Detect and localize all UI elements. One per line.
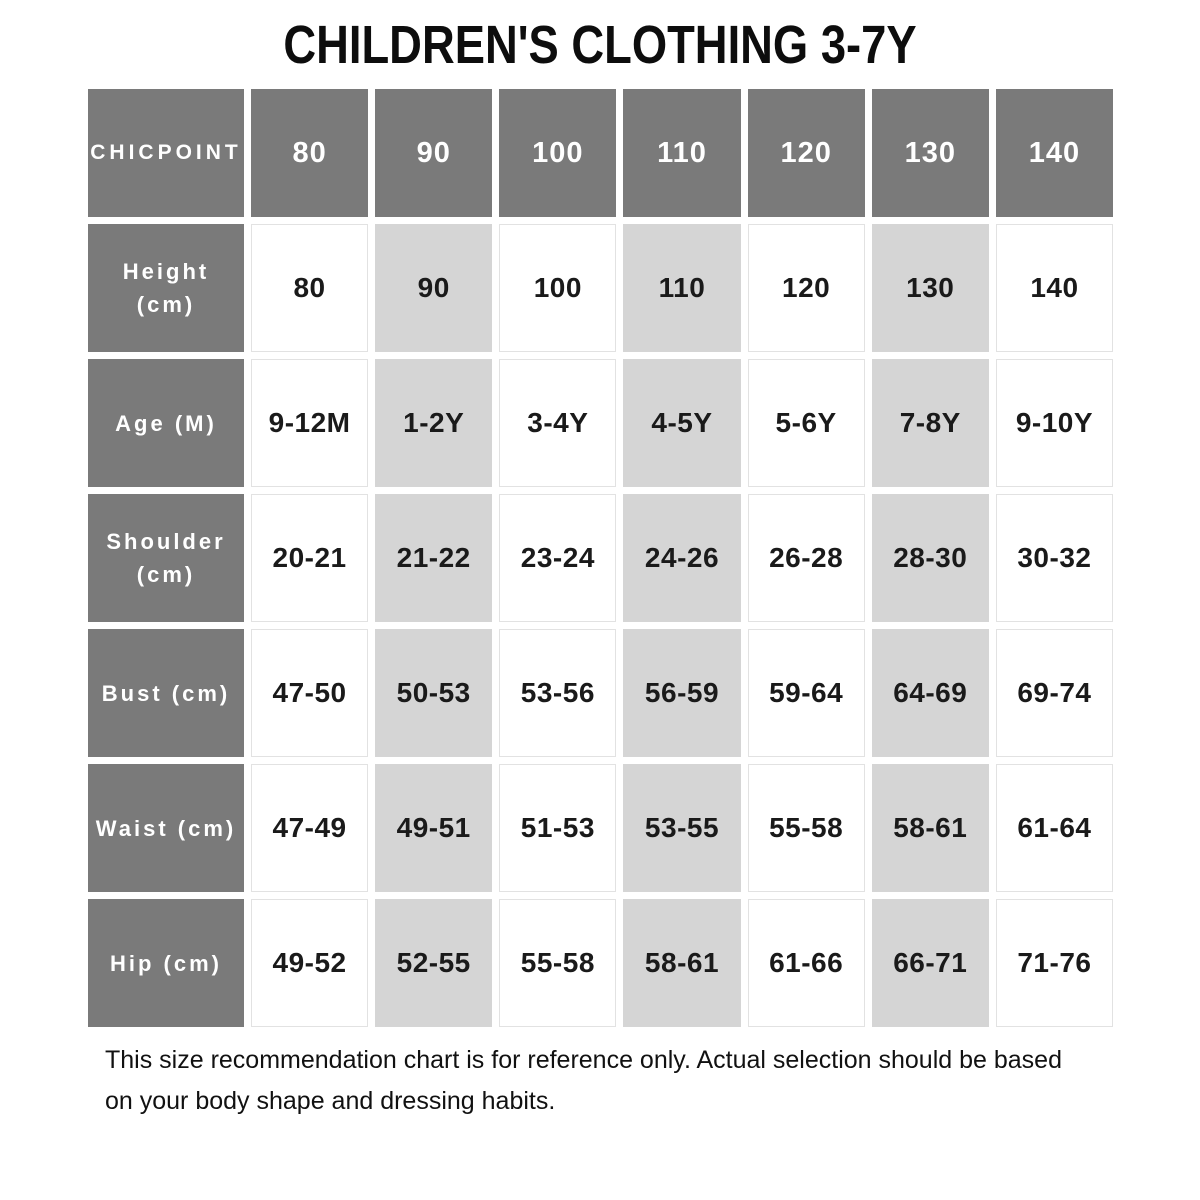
row-label-age: Age (M) — [88, 359, 244, 487]
column-header-cell: 80 — [251, 89, 369, 217]
value-cell: 90 — [375, 224, 493, 352]
value-cell: 50-53 — [375, 629, 493, 757]
value-cell: 53-55 — [623, 764, 741, 892]
value-cell: 28-30 — [871, 494, 989, 622]
value-cell: 71-76 — [995, 899, 1113, 1027]
value-cell: 4-5Y — [623, 359, 741, 487]
value-cell: 56-59 — [623, 629, 741, 757]
value-cell: 53-56 — [499, 629, 617, 757]
value-cell: 7-8Y — [871, 359, 989, 487]
row-label-shoulder: Shoulder (cm) — [88, 494, 244, 622]
value-cell: 58-61 — [623, 899, 741, 1027]
value-cell: 130 — [871, 224, 989, 352]
value-cell: 3-4Y — [499, 359, 617, 487]
value-cell: 100 — [499, 224, 617, 352]
row-label-hip: Hip (cm) — [88, 899, 244, 1027]
row-label-waist: Waist (cm) — [88, 764, 244, 892]
column-header-cell: 130 — [871, 89, 989, 217]
value-cell: 47-49 — [251, 764, 369, 892]
column-header-cell: 100 — [499, 89, 617, 217]
brand-cell: CHICPOINT — [88, 89, 244, 217]
value-cell: 55-58 — [747, 764, 865, 892]
value-cell: 58-61 — [871, 764, 989, 892]
value-cell: 24-26 — [623, 494, 741, 622]
value-cell: 1-2Y — [375, 359, 493, 487]
value-cell: 120 — [747, 224, 865, 352]
value-cell: 64-69 — [871, 629, 989, 757]
value-cell: 20-21 — [251, 494, 369, 622]
value-cell: 30-32 — [995, 494, 1113, 622]
value-cell: 51-53 — [499, 764, 617, 892]
row-label-bust: Bust (cm) — [88, 629, 244, 757]
value-cell: 80 — [251, 224, 369, 352]
footer-note: This size recommendation chart is for re… — [105, 1046, 1062, 1115]
value-cell: 9-10Y — [995, 359, 1113, 487]
value-cell: 59-64 — [747, 629, 865, 757]
value-cell: 9-12M — [251, 359, 369, 487]
value-cell: 61-66 — [747, 899, 865, 1027]
value-cell: 23-24 — [499, 494, 617, 622]
value-cell: 26-28 — [747, 494, 865, 622]
value-cell: 47-50 — [251, 629, 369, 757]
column-header-cell: 90 — [375, 89, 493, 217]
value-cell: 110 — [623, 224, 741, 352]
value-cell: 5-6Y — [747, 359, 865, 487]
column-header-cell: 110 — [623, 89, 741, 217]
page-title: CHILDREN'S CLOTHING 3-7Y — [283, 15, 917, 75]
value-cell: 66-71 — [871, 899, 989, 1027]
value-cell: 21-22 — [375, 494, 493, 622]
size-chart-table: CHICPOINT 80 90 100 110 120 130 140 Heig… — [88, 89, 1113, 1027]
value-cell: 69-74 — [995, 629, 1113, 757]
row-label-height: Height (cm) — [88, 224, 244, 352]
value-cell: 61-64 — [995, 764, 1113, 892]
column-header-cell: 120 — [747, 89, 865, 217]
value-cell: 49-51 — [375, 764, 493, 892]
value-cell: 140 — [995, 224, 1113, 352]
value-cell: 49-52 — [251, 899, 369, 1027]
value-cell: 55-58 — [499, 899, 617, 1027]
value-cell: 52-55 — [375, 899, 493, 1027]
column-header-cell: 140 — [995, 89, 1113, 217]
